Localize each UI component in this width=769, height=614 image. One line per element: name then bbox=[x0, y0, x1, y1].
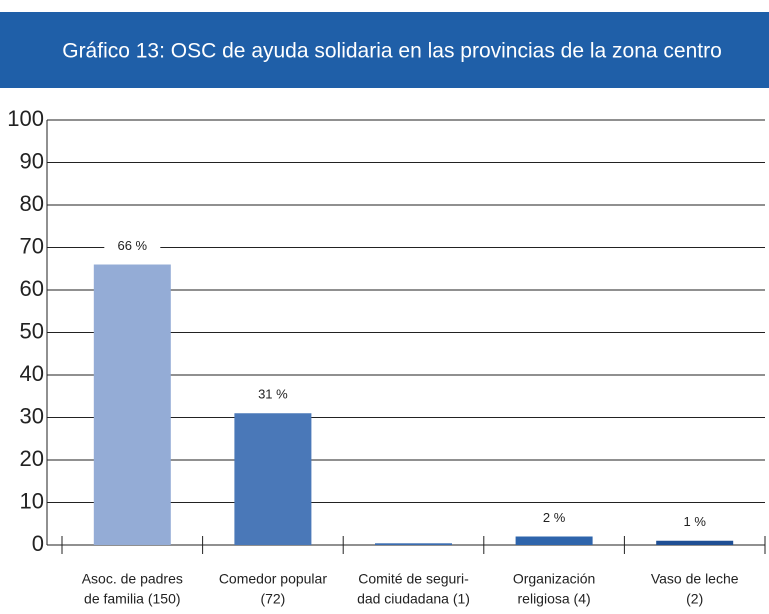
bar bbox=[375, 543, 452, 545]
value-label: 31 % bbox=[258, 387, 288, 402]
x-tick-label: Comité de seguri- bbox=[358, 571, 469, 587]
value-label-bg bbox=[666, 512, 723, 533]
x-tick-label: dad ciudadana (1) bbox=[357, 591, 470, 607]
y-tick-label: 10 bbox=[20, 488, 44, 513]
x-tick-label: Organización bbox=[513, 571, 596, 587]
title-bar bbox=[0, 12, 769, 88]
x-tick-label: (72) bbox=[260, 591, 285, 607]
value-label-bg bbox=[104, 236, 161, 257]
value-label: 1 % bbox=[683, 514, 706, 529]
y-tick-label: 60 bbox=[20, 276, 44, 301]
value-label: 66 % bbox=[117, 238, 147, 253]
chart-title: Gráfico 13: OSC de ayuda solidaria en la… bbox=[62, 40, 722, 63]
y-tick-label: 0 bbox=[32, 531, 44, 556]
x-tick-label: religiosa (4) bbox=[518, 591, 591, 607]
x-tick-label: Comedor popular bbox=[219, 571, 328, 587]
bar bbox=[656, 540, 734, 545]
y-tick-label: 50 bbox=[20, 318, 44, 343]
y-tick-label: 80 bbox=[20, 191, 44, 216]
value-label-bg bbox=[244, 385, 301, 406]
y-tick-label: 70 bbox=[20, 233, 44, 258]
x-tick-label: Vaso de leche bbox=[651, 571, 739, 587]
y-tick-label: 100 bbox=[7, 106, 44, 131]
bar bbox=[515, 536, 593, 545]
y-tick-label: 30 bbox=[20, 403, 44, 428]
x-tick-label: (2) bbox=[686, 591, 703, 607]
x-tick-label: de familia (150) bbox=[84, 591, 181, 607]
value-label: 2 % bbox=[543, 510, 566, 525]
y-tick-label: 90 bbox=[20, 148, 44, 173]
bar bbox=[234, 413, 312, 545]
bar bbox=[93, 264, 171, 545]
y-tick-label: 40 bbox=[20, 361, 44, 386]
value-label-bg bbox=[526, 508, 583, 529]
y-tick-label: 20 bbox=[20, 446, 44, 471]
x-tick-label: Asoc. de padres bbox=[82, 571, 183, 587]
